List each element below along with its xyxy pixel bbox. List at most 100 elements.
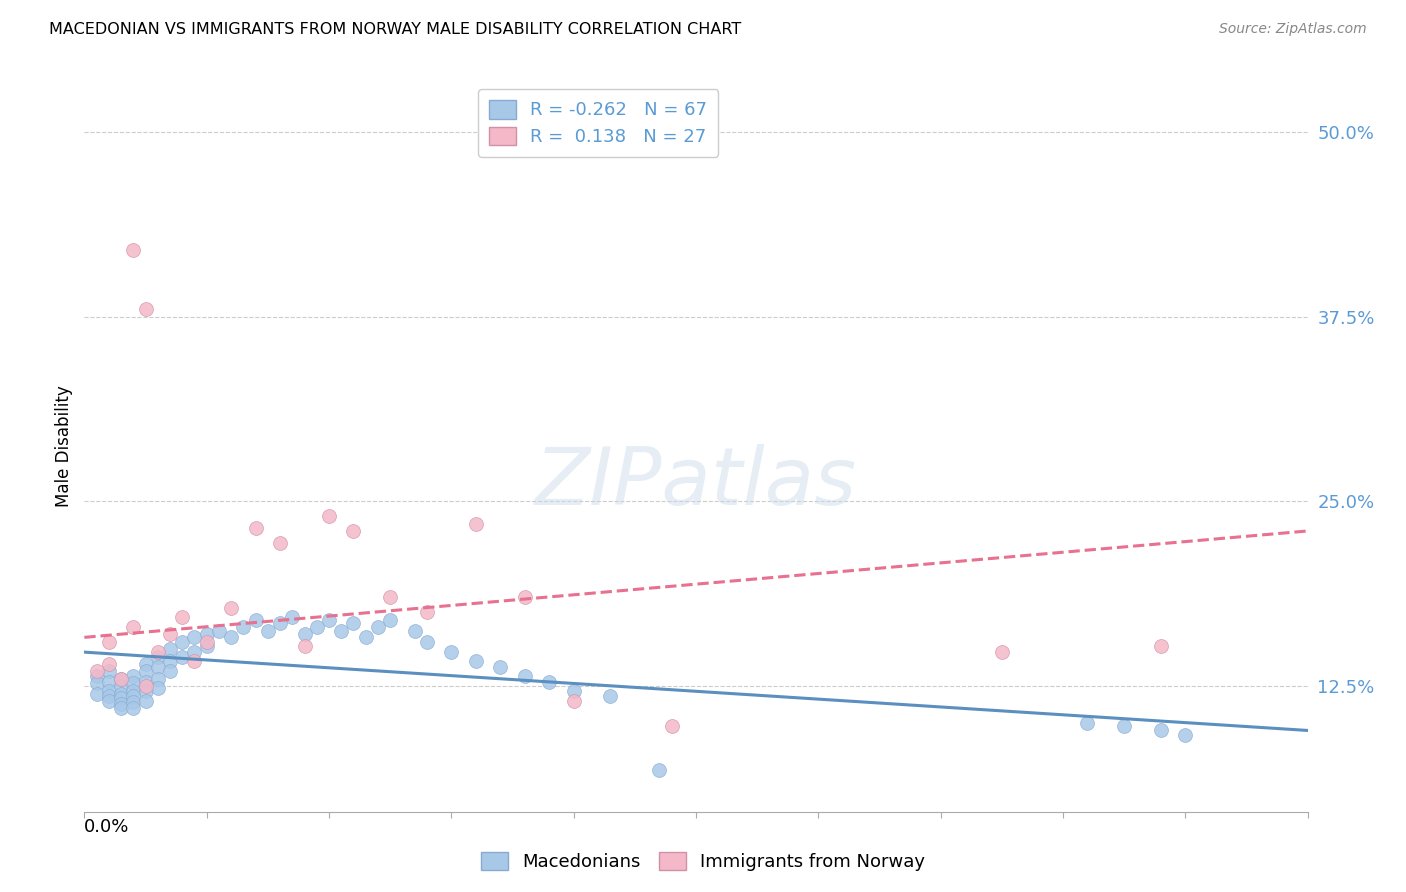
Point: [380, 613, 402, 627]
Point: [172, 649, 194, 664]
Point: [159, 665, 181, 679]
Point: [159, 642, 181, 657]
Text: ZIPatlas: ZIPatlas: [534, 443, 858, 522]
Point: [513, 591, 536, 605]
Point: [97, 634, 120, 648]
Point: [135, 674, 157, 689]
Point: [146, 645, 169, 659]
Point: [294, 639, 316, 653]
Point: [97, 690, 120, 704]
Point: [172, 609, 194, 624]
Point: [122, 244, 145, 258]
Point: [404, 624, 426, 639]
Point: [97, 694, 120, 708]
Point: [146, 681, 169, 695]
Point: [208, 624, 231, 639]
Point: [440, 645, 463, 659]
Legend: R = -0.262   N = 67, R =  0.138   N = 27: R = -0.262 N = 67, R = 0.138 N = 27: [478, 89, 718, 157]
Point: [86, 686, 108, 700]
Point: [1114, 719, 1136, 733]
Point: [219, 631, 242, 645]
Point: [146, 672, 169, 686]
Point: [195, 639, 218, 653]
Point: [1174, 728, 1197, 742]
Text: Source: ZipAtlas.com: Source: ZipAtlas.com: [1219, 22, 1367, 37]
Point: [318, 613, 340, 627]
Point: [195, 627, 218, 641]
Point: [110, 697, 132, 711]
Point: [122, 695, 145, 709]
Point: [281, 609, 304, 624]
Point: [135, 665, 157, 679]
Point: [416, 605, 439, 619]
Point: [354, 631, 377, 645]
Point: [245, 613, 267, 627]
Point: [122, 620, 145, 634]
Point: [562, 683, 585, 698]
Point: [489, 660, 512, 674]
Point: [367, 620, 389, 634]
Point: [538, 674, 561, 689]
Point: [380, 591, 402, 605]
Point: [257, 624, 280, 639]
Point: [232, 620, 254, 634]
Point: [122, 701, 145, 715]
Point: [464, 516, 486, 531]
Point: [172, 634, 194, 648]
Point: [342, 524, 364, 538]
Point: [342, 615, 364, 630]
Point: [97, 657, 120, 671]
Point: [416, 634, 439, 648]
Text: 0.0%: 0.0%: [84, 818, 129, 836]
Point: [146, 649, 169, 664]
Point: [135, 683, 157, 698]
Point: [464, 654, 486, 668]
Point: [1150, 639, 1173, 653]
Point: [330, 624, 353, 639]
Point: [122, 690, 145, 704]
Point: [318, 509, 340, 524]
Legend: Macedonians, Immigrants from Norway: Macedonians, Immigrants from Norway: [474, 845, 932, 879]
Point: [195, 634, 218, 648]
Point: [122, 676, 145, 690]
Point: [562, 694, 585, 708]
Point: [122, 669, 145, 683]
Point: [110, 690, 132, 705]
Point: [110, 701, 132, 715]
Point: [159, 627, 181, 641]
Point: [599, 690, 621, 704]
Point: [269, 615, 291, 630]
Point: [110, 679, 132, 693]
Point: [183, 654, 205, 668]
Point: [294, 627, 316, 641]
Point: [97, 674, 120, 689]
Point: [159, 654, 181, 668]
Text: MACEDONIAN VS IMMIGRANTS FROM NORWAY MALE DISABILITY CORRELATION CHART: MACEDONIAN VS IMMIGRANTS FROM NORWAY MAL…: [49, 22, 741, 37]
Point: [135, 657, 157, 671]
Point: [648, 764, 671, 778]
Point: [97, 683, 120, 698]
Point: [110, 686, 132, 700]
Point: [661, 719, 683, 733]
Point: [1150, 723, 1173, 738]
Point: [135, 679, 157, 693]
Y-axis label: Male Disability: Male Disability: [55, 385, 73, 507]
Point: [1076, 716, 1098, 731]
Point: [305, 620, 328, 634]
Point: [122, 683, 145, 698]
Point: [110, 672, 132, 686]
Point: [513, 669, 536, 683]
Point: [183, 645, 205, 659]
Point: [135, 694, 157, 708]
Point: [110, 672, 132, 686]
Point: [146, 660, 169, 674]
Point: [86, 676, 108, 690]
Point: [219, 600, 242, 615]
Point: [183, 631, 205, 645]
Point: [135, 302, 157, 317]
Point: [269, 536, 291, 550]
Point: [991, 645, 1014, 659]
Point: [245, 521, 267, 535]
Point: [86, 665, 108, 679]
Point: [97, 665, 120, 679]
